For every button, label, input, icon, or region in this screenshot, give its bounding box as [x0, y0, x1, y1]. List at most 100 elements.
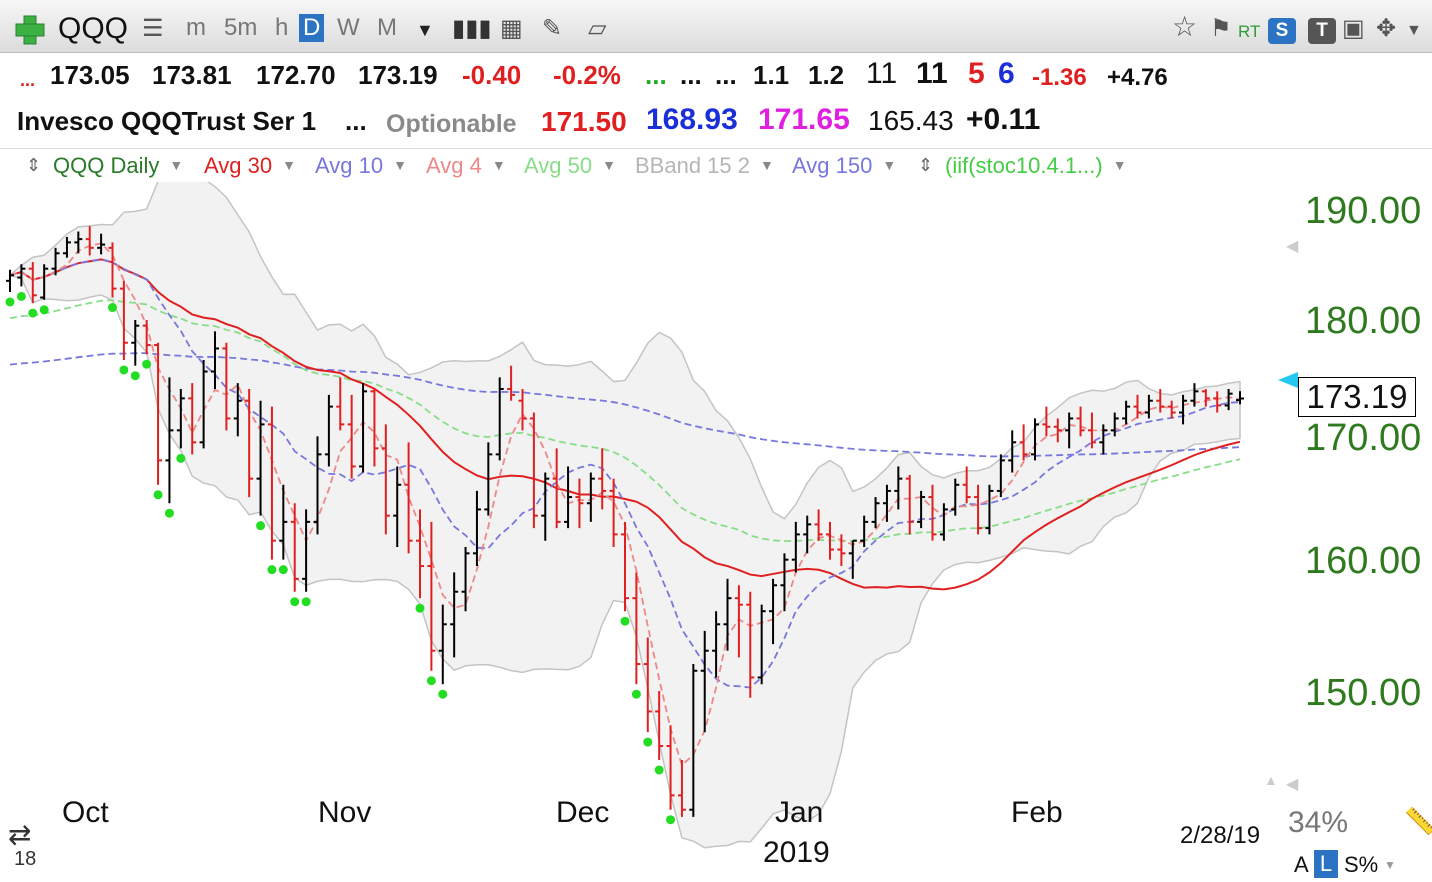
ruler-icon[interactable]: 📏	[1404, 806, 1432, 836]
ohlc-bar	[882, 484, 891, 522]
ohlc-bar	[290, 503, 299, 592]
ohlc-bar	[996, 454, 1005, 498]
low-value: 172.70	[256, 60, 336, 90]
ohlc-bar	[302, 509, 311, 592]
legend-avg4[interactable]: Avg 4 ▼	[426, 153, 506, 179]
symbol-input[interactable]: QQQ	[58, 12, 129, 45]
ohlc-bar	[1224, 388, 1233, 411]
legend-avg30[interactable]: Avg 30 ▼	[204, 153, 296, 179]
ohlc-bar	[1042, 406, 1051, 437]
last-price-label: 173.19	[1298, 377, 1416, 417]
ohlc-bar	[621, 521, 629, 612]
ohlc-bar	[917, 490, 926, 529]
ohlc-bar	[848, 539, 857, 579]
ohlc-bar	[575, 478, 584, 529]
signal-dot	[5, 297, 15, 307]
scroll-up-icon[interactable]: ▲	[1264, 772, 1278, 788]
ohlc-bar	[905, 474, 914, 535]
timeframe-month[interactable]: M	[377, 14, 397, 41]
chevron-down-icon: ▼	[491, 157, 506, 173]
timeframe-w[interactable]: W	[337, 14, 360, 41]
list-icon[interactable]: ☰	[142, 15, 164, 42]
ohlc-bar	[484, 442, 493, 516]
move-icon[interactable]: ✥	[1376, 15, 1397, 42]
signal-dot	[142, 359, 152, 369]
close-value: 173.19	[358, 60, 438, 90]
scale-percent-button[interactable]: S%	[1344, 852, 1379, 877]
legend-avg150[interactable]: Avg 150 ▼	[792, 153, 896, 179]
ohlc-bar	[461, 547, 470, 612]
zoom-level[interactable]: 34%	[1288, 806, 1349, 839]
price-chart[interactable]	[0, 182, 1432, 882]
rt-label[interactable]: RT	[1238, 22, 1261, 41]
ohlc-bar	[928, 484, 937, 541]
ohlc-bar	[336, 377, 345, 431]
t-badge[interactable]: T	[1308, 18, 1336, 44]
ohlc-bar	[529, 412, 538, 529]
signal-dot	[643, 737, 653, 747]
scale-log-button[interactable]: L	[1314, 850, 1338, 878]
ohlc-bar	[199, 359, 208, 449]
legend-main[interactable]: QQQ Daily ▼	[53, 153, 183, 179]
menu-dropdown-icon[interactable]: ▼	[1406, 22, 1422, 39]
updown-icon[interactable]: ⇕	[26, 155, 42, 175]
legend-avg150-label: Avg 150	[792, 153, 873, 178]
study-legend: ⇕ QQQ Daily ▼ Avg 30 ▼ Avg 10 ▼ Avg 4 ▼ Avg …	[0, 148, 1432, 183]
scroll-left-icon[interactable]: ◀	[1286, 238, 1299, 255]
open-value: 173.05	[50, 60, 130, 90]
chevron-down-icon: ▼	[169, 157, 184, 173]
timeframe-m[interactable]: m	[186, 14, 206, 41]
ohlc-bar	[188, 383, 197, 455]
ohlc-bar	[1144, 394, 1153, 419]
window-icon[interactable]: ▣	[1342, 15, 1365, 42]
ohlc-bar	[689, 664, 698, 817]
ohlc-bar	[416, 509, 424, 599]
x-tick-label: Oct	[62, 796, 109, 829]
ohlc-bar	[780, 553, 789, 612]
ohlc-bar	[1167, 400, 1176, 419]
legend-main-label: QQQ Daily	[53, 153, 160, 178]
notes-icon[interactable]: ▱	[588, 15, 607, 42]
signal-dot	[654, 765, 664, 775]
signal-dot	[278, 565, 288, 575]
legend-avg50[interactable]: Avg 50 ▼	[524, 153, 616, 179]
add-icon[interactable]	[14, 14, 46, 46]
star-icon[interactable]: ☆	[1172, 11, 1198, 42]
timeframe-d[interactable]: D	[299, 14, 325, 42]
legend-bband[interactable]: BBand 15 2 ▼	[635, 153, 774, 179]
ohlc-bar	[962, 466, 971, 504]
ohlc-bar	[860, 515, 869, 548]
legend-bband-label: BBand 15 2	[635, 153, 750, 178]
updown-icon[interactable]: ⇕	[918, 155, 934, 175]
ohlc-bar	[1236, 391, 1244, 405]
refresh-icon[interactable]: ⇄	[8, 819, 32, 850]
legend-avg10[interactable]: Avg 10 ▼	[315, 153, 407, 179]
scale-dropdown-icon[interactable]: ▼	[1384, 858, 1396, 872]
legend-stoc[interactable]: (iif(stoc10.4.1...) ▼	[945, 153, 1127, 179]
draw-pencil-icon[interactable]: ✎	[542, 15, 563, 42]
timeframe-dropdown-icon[interactable]: ▼	[416, 20, 434, 40]
scroll-left-icon[interactable]: ◀	[1286, 776, 1299, 793]
ohlc-bar	[404, 442, 413, 554]
ohlc-bar	[381, 424, 390, 535]
ohlc-bar	[723, 578, 732, 651]
ohlc-bar	[1008, 430, 1017, 473]
ohlc-bar	[974, 484, 983, 535]
ohlc-bar	[108, 242, 117, 298]
ohlc-bar	[507, 365, 516, 401]
value-2: 1.2	[808, 60, 845, 90]
scale-auto-button[interactable]: A	[1294, 852, 1309, 877]
ohlc-bar	[438, 604, 447, 685]
delta-1: -1.36	[1032, 64, 1087, 91]
table-icon[interactable]: ▦	[500, 15, 523, 42]
timeframe-5m[interactable]: 5m	[224, 14, 258, 41]
flag-icon[interactable]: ⚑	[1210, 15, 1232, 42]
timeframe-h[interactable]: h	[275, 14, 289, 41]
bar-chart-icon[interactable]: ▮▮▮	[452, 15, 492, 42]
ohlc-bar	[746, 591, 755, 698]
s-badge[interactable]: S	[1268, 18, 1296, 44]
ohlc-bar	[643, 637, 652, 733]
avg30-line	[9, 258, 1241, 591]
ohlc-bar	[370, 388, 379, 467]
ohlc-bar	[472, 490, 481, 567]
